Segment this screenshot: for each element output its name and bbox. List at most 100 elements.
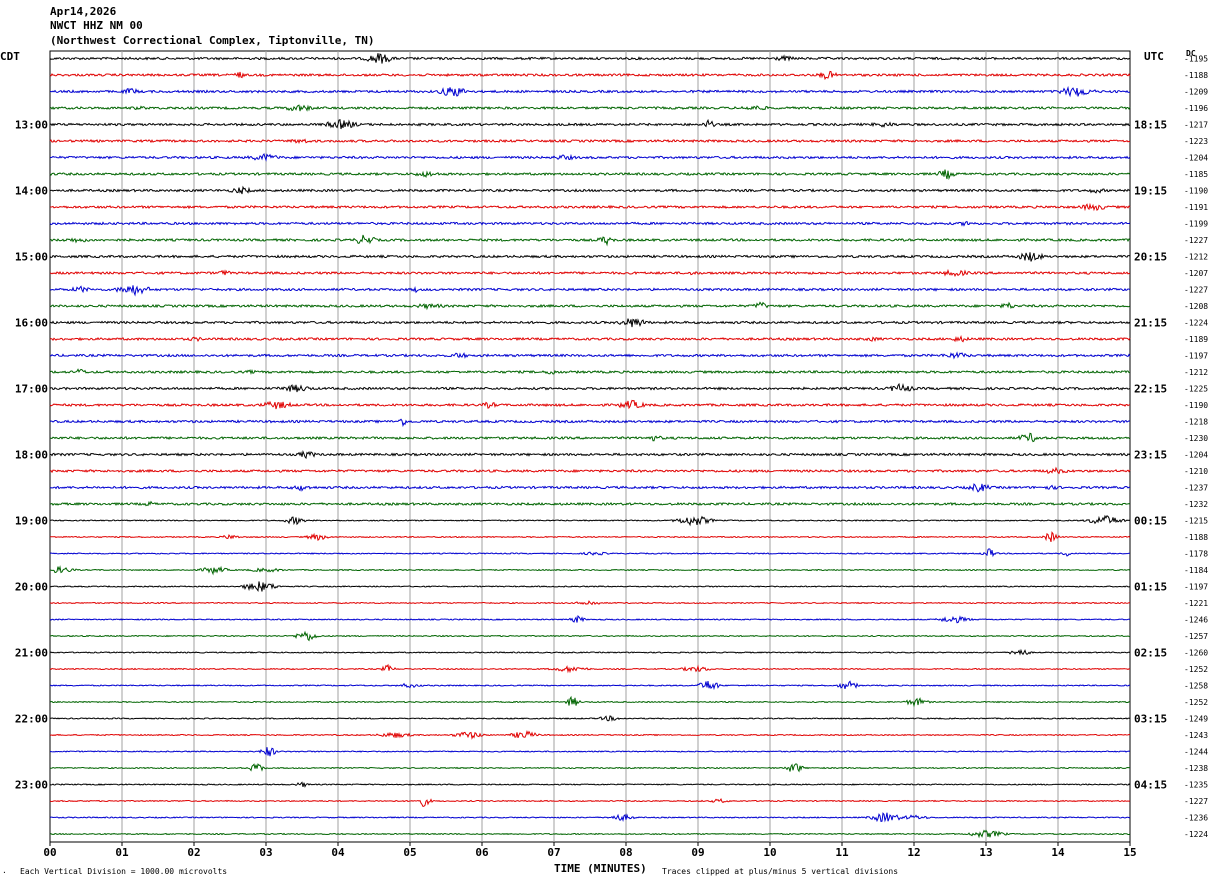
x-tick-label: 06	[475, 846, 489, 859]
dc-offset-label: -1208	[1184, 302, 1208, 311]
x-tick-label: 01	[115, 846, 129, 859]
dc-offset-label: -1230	[1184, 434, 1208, 443]
dc-offset-label: -1244	[1184, 748, 1208, 757]
left-timezone-label: CDT	[0, 50, 20, 63]
trace-35	[49, 615, 1131, 624]
dc-offset-label: -1197	[1184, 352, 1208, 361]
header-station: NWCT HHZ NM 00	[50, 19, 143, 32]
dc-offset-label: -1190	[1184, 401, 1208, 410]
trace-11	[49, 221, 1131, 227]
dc-offset-label: -1197	[1184, 583, 1208, 592]
x-tick-label: 13	[979, 846, 992, 859]
trace-26	[49, 466, 1131, 475]
trace-18	[49, 335, 1131, 343]
dc-offset-label: -1204	[1184, 451, 1208, 460]
trace-36	[49, 630, 1131, 642]
trace-22	[49, 399, 1131, 410]
corner-mark: ·	[2, 868, 7, 877]
trace-13	[49, 252, 1131, 262]
trace-7	[50, 152, 1131, 162]
dc-offset-label: -1227	[1184, 286, 1208, 295]
dc-offset-label: -1223	[1184, 137, 1208, 146]
trace-2	[49, 70, 1131, 81]
right-hour-label: 18:15	[1134, 119, 1167, 132]
left-hour-label: 17:00	[15, 383, 48, 396]
dc-offset-label: -1212	[1184, 368, 1208, 377]
trace-5	[49, 118, 1131, 130]
dc-offset-label: -1227	[1184, 236, 1208, 245]
trace-37	[49, 648, 1131, 656]
dc-offset-label: -1196	[1184, 104, 1208, 113]
dc-offset-label: -1195	[1184, 55, 1208, 64]
trace-16	[49, 301, 1131, 311]
trace-27	[49, 483, 1130, 493]
trace-30	[49, 531, 1131, 543]
trace-17	[49, 318, 1131, 328]
x-tick-label: 14	[1051, 846, 1065, 859]
trace-9	[49, 185, 1131, 195]
trace-25	[49, 450, 1131, 460]
trace-40	[49, 695, 1131, 708]
dc-offset-label: -1238	[1184, 764, 1208, 773]
right-hour-label: 01:15	[1134, 581, 1167, 594]
left-hour-label: 14:00	[15, 185, 48, 198]
clip-note: Traces clipped at plus/minus 5 vertical …	[662, 867, 899, 876]
trace-34	[50, 600, 1131, 606]
dc-offset-label: -1184	[1184, 566, 1208, 575]
trace-6	[49, 138, 1131, 144]
dc-offset-label: -1252	[1184, 665, 1208, 674]
left-hour-label: 18:00	[15, 449, 48, 462]
x-tick-label: 03	[259, 846, 272, 859]
dc-offset-label: -1199	[1184, 220, 1208, 229]
trace-8	[49, 169, 1131, 181]
header-date: Apr14,2026	[50, 5, 117, 18]
right-hour-label: 22:15	[1134, 383, 1167, 396]
x-tick-label: 08	[619, 846, 632, 859]
trace-47	[49, 812, 1131, 823]
trace-44	[49, 763, 1131, 773]
x-tick-label: 10	[763, 846, 776, 859]
dc-offset-label: -1207	[1184, 269, 1208, 278]
dc-offset-label: -1227	[1184, 797, 1208, 806]
dc-offset-label: -1252	[1184, 698, 1208, 707]
dc-offset-label: -1257	[1184, 632, 1208, 641]
dc-offset-label: -1204	[1184, 154, 1208, 163]
header-location: (Northwest Correctional Complex, Tiptonv…	[50, 34, 375, 47]
trace-4	[49, 104, 1131, 112]
x-tick-label: 11	[835, 846, 849, 859]
x-tick-label: 09	[691, 846, 704, 859]
trace-43	[49, 747, 1131, 757]
plot-frame	[49, 50, 1131, 843]
trace-1	[49, 53, 1131, 64]
trace-21	[49, 382, 1131, 393]
dc-offset-label: -1260	[1184, 649, 1208, 658]
dc-offset-label: -1178	[1184, 550, 1208, 559]
dc-offset-label: -1221	[1184, 599, 1208, 608]
right-hour-label: 21:15	[1134, 317, 1167, 330]
x-tick-label: 12	[907, 846, 920, 859]
dc-offset-label: -1224	[1184, 319, 1208, 328]
trace-14	[49, 268, 1131, 278]
right-hour-label: 20:15	[1134, 251, 1167, 264]
x-axis-title: TIME (MINUTES)	[554, 862, 647, 875]
dc-offset-label: -1191	[1184, 203, 1208, 212]
dc-offset-label: -1217	[1184, 121, 1208, 130]
x-tick-label: 05	[403, 846, 416, 859]
trace-12	[49, 234, 1131, 247]
dc-offset-label: -1224	[1184, 830, 1208, 839]
x-tick-label: 15	[1123, 846, 1136, 859]
trace-29	[49, 514, 1131, 527]
trace-45	[49, 781, 1131, 788]
dc-offset-label: -1212	[1184, 253, 1208, 262]
dc-offset-label: -1209	[1184, 88, 1208, 97]
dc-header-label: DC	[1186, 49, 1196, 58]
trace-20	[49, 368, 1131, 375]
left-hour-label: 20:00	[15, 581, 48, 594]
trace-24	[49, 432, 1131, 443]
right-hour-label: 19:15	[1134, 185, 1167, 198]
right-hour-label: 02:15	[1134, 647, 1167, 660]
left-hour-label: 13:00	[15, 119, 48, 132]
right-hour-label: 00:15	[1134, 515, 1167, 528]
trace-15	[49, 285, 1131, 297]
left-hour-label: 15:00	[15, 251, 48, 264]
